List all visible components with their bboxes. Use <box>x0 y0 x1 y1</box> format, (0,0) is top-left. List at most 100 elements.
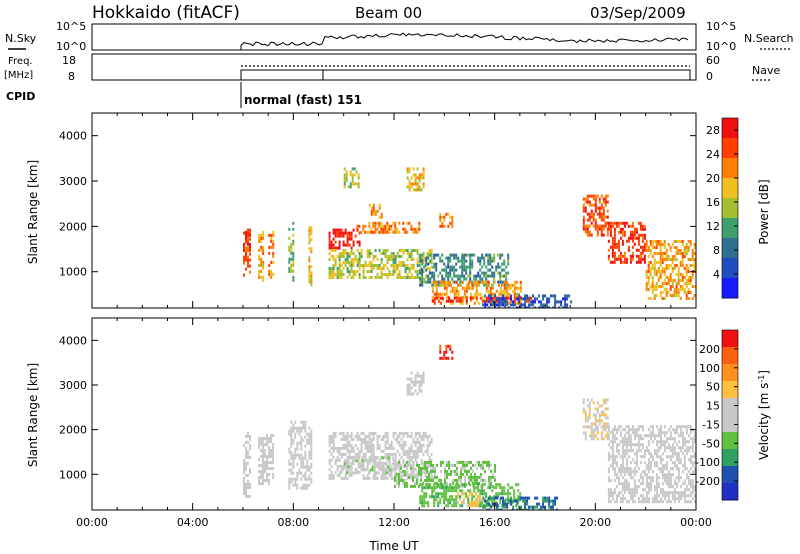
y-tick-label: 3000 <box>59 379 87 392</box>
colorbar-swatch <box>722 238 738 259</box>
colorbar-tick-label: 8 <box>713 244 720 257</box>
x-tick-label: 08:00 <box>277 516 309 529</box>
echo-region <box>328 249 433 279</box>
y-tick-label: 2000 <box>59 220 87 233</box>
colorbar-tick-label: 12 <box>706 220 720 233</box>
x-tick-label: 12:00 <box>378 516 410 529</box>
x-tick-label: 00:00 <box>76 516 108 529</box>
echo-region <box>268 230 275 279</box>
colorbar-swatch <box>722 466 738 484</box>
date-title: 03/Sep/2009 <box>590 4 686 22</box>
echo-region <box>288 221 295 282</box>
y-tick-label: 1000 <box>59 266 87 279</box>
colorbar-tick-label: 16 <box>706 196 720 209</box>
echo-region <box>645 240 696 300</box>
echo-region <box>343 167 360 189</box>
colorbar-swatch <box>722 178 738 199</box>
colorbar-tick-label: 200 <box>699 343 720 356</box>
nsky-panel <box>91 23 697 51</box>
nave-tick-top: 60 <box>706 54 720 67</box>
nave-label: Nave <box>752 64 780 77</box>
colorbar-swatch <box>722 415 738 433</box>
colorbar-swatch <box>722 364 738 382</box>
echo-cells <box>243 167 696 308</box>
x-tick-label: 20:00 <box>579 516 611 529</box>
echo-region <box>456 492 483 508</box>
echo-region <box>343 456 396 475</box>
velocity-colorbar: 200 100 50 15 -15 -50 -100 -200 <box>695 329 739 501</box>
nsky-trace <box>240 32 689 50</box>
velocity-ylabel: Slant Range [km] <box>26 363 40 467</box>
freq-panel <box>91 53 697 81</box>
freq-label-1: Freq. <box>8 56 33 67</box>
freq-label-2: [MHz] <box>4 70 33 81</box>
colorbar-tick-label: -15 <box>702 418 720 431</box>
colorbar-swatch <box>722 278 738 299</box>
nsky-tick-top: 10^5 <box>56 20 86 33</box>
nsearch-label: N.Search <box>744 32 794 45</box>
y-tick-label: 2000 <box>59 424 87 437</box>
velocity-panel: 1000 2000 3000 4000 00:00 04:00 08:00 12:00 16:0… <box>59 317 712 529</box>
colorbar-frame <box>721 329 739 501</box>
power-colorbar-label: Power [dB] <box>757 179 771 244</box>
echo-region <box>482 496 559 510</box>
colorbar-swatch <box>722 198 738 219</box>
power-colorbar: 4 8 12 16 20 24 28 <box>706 117 739 299</box>
colorbar-tick-label: -200 <box>695 475 720 488</box>
freq-trace <box>240 65 691 80</box>
colorbar-tick-label: 4 <box>713 268 720 281</box>
echo-region <box>431 280 522 305</box>
colorbar-swatch <box>722 218 738 239</box>
beam-title: Beam 00 <box>355 4 422 22</box>
site-title: Hokkaido (fitACF) <box>92 3 240 23</box>
velocity-colorbar-label: Velocity [m s-1] <box>757 370 771 460</box>
y-tick-label: 4000 <box>59 334 87 347</box>
echo-region <box>368 203 383 219</box>
power-panel: 1000 2000 3000 4000 <box>59 112 697 309</box>
colorbar-swatch <box>722 258 738 279</box>
colorbar-frame <box>721 117 739 299</box>
colorbar-swatch <box>722 449 738 467</box>
echo-region <box>582 398 609 441</box>
x-tick-label: 16:00 <box>479 516 511 529</box>
colorbar-swatch <box>722 118 738 139</box>
colorbar-tick-label: -50 <box>702 437 720 450</box>
echo-region <box>439 212 454 228</box>
colorbar-swatch <box>722 398 738 416</box>
echo-region <box>607 425 696 504</box>
colorbar-swatch <box>722 347 738 365</box>
nsky-tick-bottom: 10^0 <box>56 40 86 53</box>
colorbar-tick-label: 28 <box>706 124 720 137</box>
echo-cells <box>243 344 696 510</box>
power-ylabel: Slant Range [km] <box>26 160 40 264</box>
y-tick-label: 1000 <box>59 468 87 481</box>
freq-tick-bottom: 8 <box>68 70 75 83</box>
x-tick-label: 00:00 <box>680 516 712 529</box>
nsky-label: N.Sky <box>5 32 37 45</box>
echo-region <box>482 294 573 308</box>
nave-tick-bottom: 0 <box>706 70 713 83</box>
colorbar-tick-label: -100 <box>695 456 720 469</box>
echo-region <box>288 420 313 490</box>
echo-region <box>258 230 265 282</box>
echo-region <box>243 230 251 252</box>
echo-region <box>607 221 646 264</box>
freq-line <box>240 69 691 80</box>
panel-frame <box>91 112 697 309</box>
nsearch-tick-bottom: 10^0 <box>706 40 736 53</box>
echo-region <box>243 431 251 498</box>
echo-region <box>439 344 454 360</box>
colorbar-tick-label: 15 <box>706 400 720 413</box>
echo-region <box>582 194 609 237</box>
echo-region <box>406 371 425 396</box>
colorbar-swatch <box>722 330 738 348</box>
echo-region <box>406 167 425 192</box>
y-tick-label: 4000 <box>59 130 87 143</box>
freq-tick-top: 18 <box>62 54 76 67</box>
colorbar-swatch <box>722 381 738 399</box>
x-axis-label: Time UT <box>368 539 419 553</box>
cpid-label: CPID <box>6 90 35 103</box>
colorbar-swatch <box>722 158 738 179</box>
colorbar-tick-label: 100 <box>699 362 720 375</box>
